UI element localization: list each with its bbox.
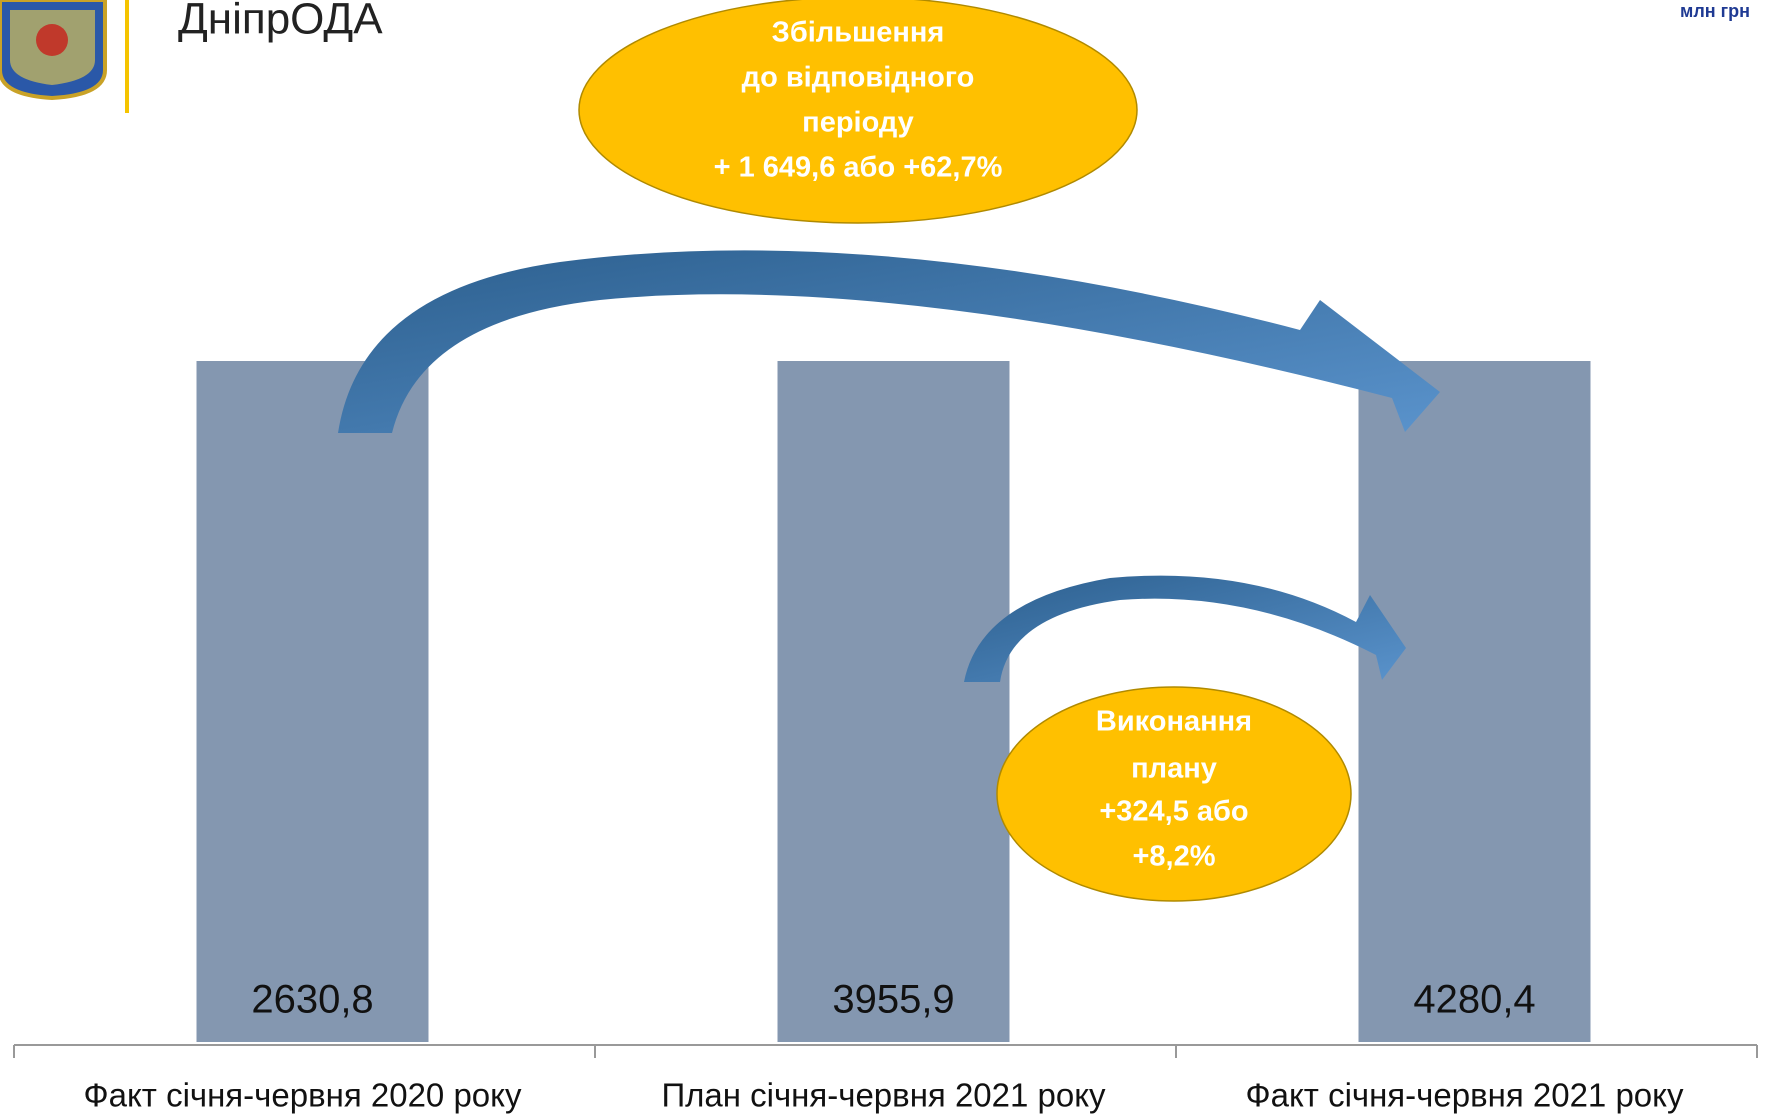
annotation-text: Виконання <box>1096 706 1252 738</box>
chart: ДніпрОДА млн грн 2630,8 3955,9 4280,4 Факт… <box>0 0 1766 1120</box>
logo <box>0 0 105 98</box>
unit-label: млн грн <box>1680 1 1750 21</box>
bar <box>1359 361 1591 1042</box>
x-tick-label: Факт січня-червня 2020 року <box>84 1077 522 1114</box>
x-tick-label: План січня-червня 2021 року <box>661 1077 1106 1114</box>
annotation-text: +8,2% <box>1132 841 1215 873</box>
value-label: 3955,9 <box>832 978 954 1022</box>
annotation-text: плану <box>1131 753 1217 785</box>
value-label: 2630,8 <box>251 978 373 1022</box>
bar <box>197 361 429 1042</box>
small-arrow <box>964 576 1406 682</box>
annotation-text: + 1 649,6 або +62,7% <box>714 152 1003 184</box>
annotation-text: Збільшення <box>772 17 945 49</box>
header-title: ДніпрОДА <box>178 0 383 44</box>
annotation-text: періоду <box>802 107 914 139</box>
bar <box>778 361 1010 1042</box>
annotation-text: до відповідного <box>742 62 975 94</box>
annotation-text: +324,5 або <box>1099 796 1248 828</box>
value-label: 4280,4 <box>1413 978 1535 1022</box>
page: {"header": {"title": "ДніпрОДА", "unit":… <box>0 0 1766 1120</box>
x-tick-label: Факт січня-червня 2021 року <box>1246 1077 1684 1114</box>
